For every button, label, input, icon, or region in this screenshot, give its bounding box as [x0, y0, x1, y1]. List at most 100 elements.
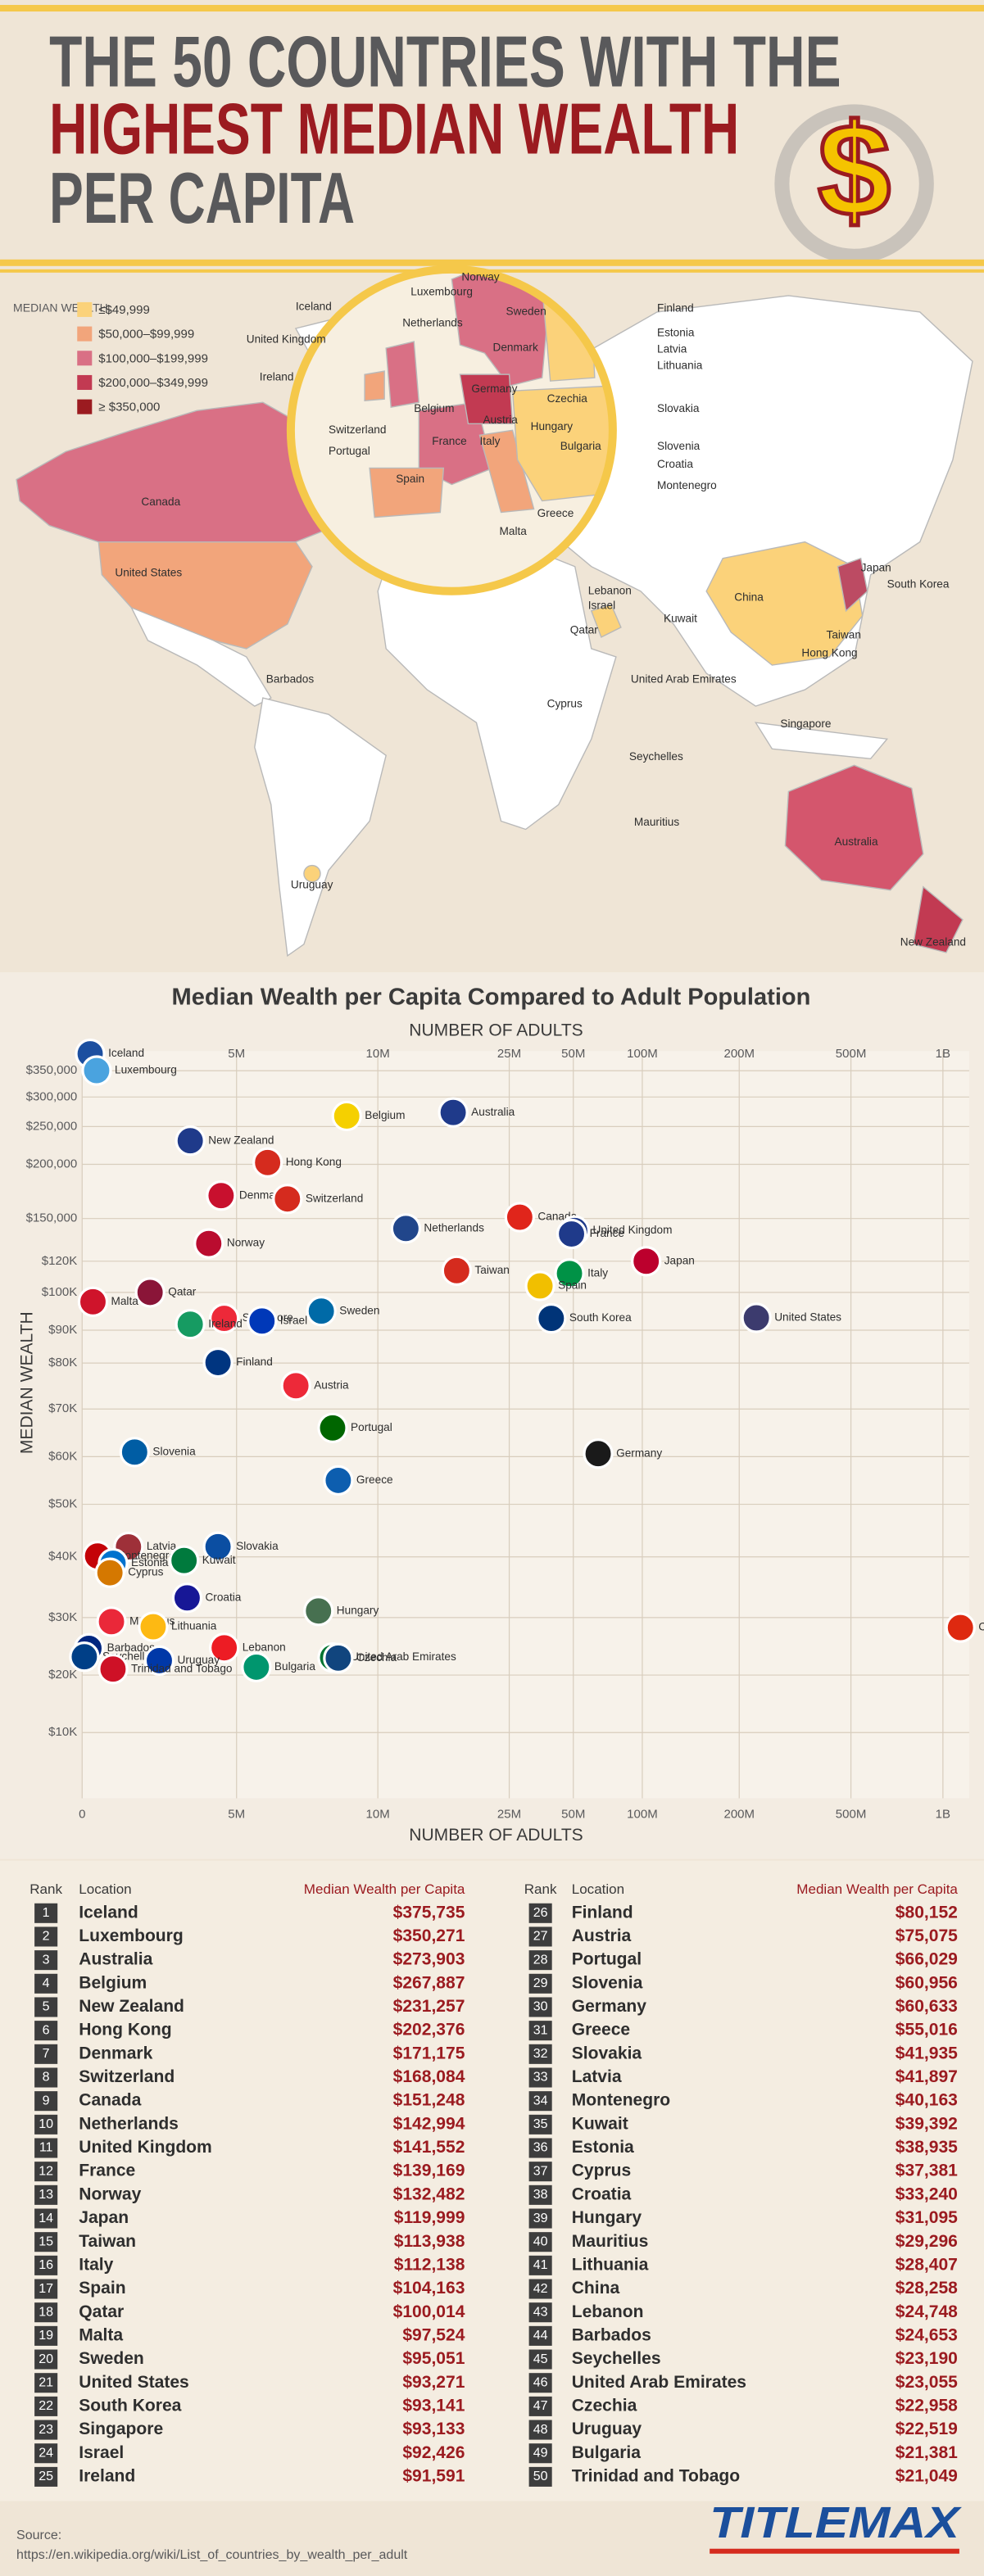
location: Australia [79, 1950, 152, 1969]
y-tick-label: $120K [42, 1254, 77, 1268]
wealth: $23,055 [896, 2373, 958, 2392]
point [536, 1302, 567, 1334]
point-label: Lithuania [171, 1620, 217, 1632]
point-label: Slovakia [236, 1540, 279, 1552]
map-label: Taiwan [827, 629, 861, 641]
point-label: Norway [227, 1237, 265, 1249]
point [202, 1347, 234, 1379]
y-tick-label: $70K [48, 1401, 77, 1415]
point [241, 1651, 272, 1683]
rank-box [528, 2162, 552, 2182]
point [169, 1545, 200, 1576]
source-label: Source: [16, 2528, 61, 2542]
table-bg [0, 1860, 984, 2501]
rank: 27 [533, 1929, 548, 1944]
location: United Kingdom [79, 2138, 212, 2157]
point-label: Iceland [108, 1047, 144, 1059]
rank: 10 [39, 2116, 53, 2131]
rank-box [34, 2091, 58, 2112]
location: Luxembourg [79, 1926, 183, 1945]
rank-box [528, 1950, 552, 1971]
legend-swatch [77, 301, 93, 317]
wealth: $21,381 [896, 2443, 958, 2462]
point [252, 1147, 283, 1178]
location: Canada [79, 2091, 141, 2110]
x-tick-label: 1B [936, 1807, 950, 1821]
x-tick-label-top: 200M [723, 1047, 755, 1061]
wealth: $142,994 [393, 2114, 465, 2133]
point [96, 1606, 127, 1637]
location: Croatia [572, 2184, 632, 2203]
wealth: $40,163 [896, 2091, 958, 2110]
location: Austria [572, 1926, 632, 1945]
point [138, 1611, 169, 1642]
rank-box [528, 2021, 552, 2041]
legend-title: MEDIAN WEALTH: [13, 301, 111, 315]
point [134, 1277, 166, 1308]
map-label: Slovenia [657, 440, 701, 452]
point-label: United States [774, 1311, 841, 1324]
location: Hong Kong [79, 2021, 171, 2040]
location: New Zealand [79, 1997, 184, 2016]
point-label: Uruguay [178, 1654, 220, 1666]
point-label: Austria [314, 1379, 349, 1391]
rank-box [528, 2138, 552, 2158]
point-label: Germany [616, 1446, 662, 1459]
rank-box [528, 2208, 552, 2229]
rank: 48 [533, 2422, 548, 2437]
rank-box [528, 2114, 552, 2135]
point [94, 1557, 125, 1588]
point-label: Switzerland [306, 1192, 363, 1204]
wealth: $350,271 [393, 1926, 465, 1945]
rank: 43 [533, 2304, 548, 2319]
map-label: United Arab Emirates [631, 673, 737, 686]
table-header: Median Wealth per Capita [796, 1881, 958, 1897]
point-label: Spain [558, 1279, 587, 1292]
point [119, 1437, 150, 1468]
rank-box [528, 2279, 552, 2299]
location: Malta [79, 2325, 123, 2344]
x-tick-label-top: 25M [497, 1047, 521, 1061]
point-label: Hungary [337, 1604, 379, 1616]
svg-text:$: $ [818, 97, 891, 243]
rank-box [34, 2420, 58, 2440]
wealth: $33,240 [896, 2184, 958, 2203]
rank: 19 [39, 2328, 53, 2343]
legend-swatch [77, 326, 93, 342]
x-tick-label: 500M [836, 1807, 867, 1821]
map-label: Denmark [493, 342, 538, 354]
map-label: Singapore [780, 718, 831, 730]
rank: 45 [533, 2352, 548, 2366]
rank: 32 [533, 2046, 548, 2061]
point-label: Montenegro [116, 1549, 175, 1561]
x-tick-label-top: 5M [228, 1047, 245, 1061]
point-label: France [590, 1227, 624, 1239]
rank: 39 [533, 2211, 548, 2225]
rank: 36 [533, 2140, 548, 2155]
point-label: Kuwait [202, 1554, 236, 1566]
scatter-plot: $10K $20K $30K $40K $50K $60K $70K $80K $90K $100… [26, 1038, 984, 1821]
point-label: Malta [111, 1295, 139, 1307]
rank: 11 [39, 2140, 53, 2155]
map-label: Switzerland [329, 423, 386, 436]
point-label: Italy [587, 1266, 608, 1279]
map-label: Iceland [296, 301, 332, 313]
rank: 8 [43, 2070, 50, 2085]
map-label: Austria [483, 414, 518, 426]
rank: 3 [43, 1952, 50, 1967]
point-label: Czechia [356, 1651, 397, 1664]
wealth: $60,956 [896, 1973, 958, 1992]
point-label: Israel [280, 1314, 307, 1326]
rank: 22 [39, 2398, 53, 2413]
rank-box [34, 2325, 58, 2346]
rank: 44 [533, 2328, 548, 2343]
location: Hungary [572, 2208, 642, 2227]
point-label: China [978, 1621, 984, 1633]
location: Norway [79, 2184, 141, 2203]
wealth: $375,735 [393, 1903, 465, 1922]
title-line: HIGHEST MEDIAN WEALTH [49, 88, 739, 170]
table-header: Median Wealth per Capita [304, 1881, 465, 1897]
location: Iceland [79, 1903, 138, 1922]
map-label: Hungary [531, 420, 574, 432]
rank: 12 [39, 2163, 53, 2178]
